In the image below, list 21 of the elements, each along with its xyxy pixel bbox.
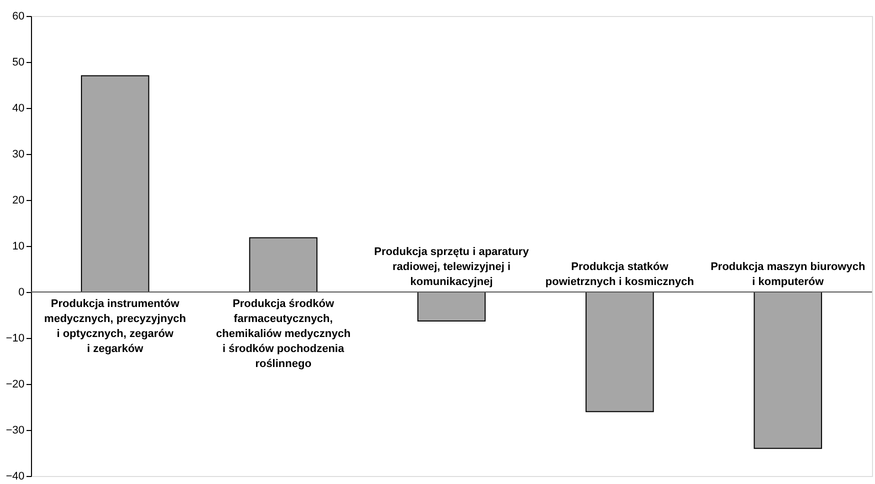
y-tick-label: 20 <box>12 194 24 206</box>
y-tick-label: 60 <box>12 10 24 22</box>
x-tick-label: Produkcja maszyn biurowych i komputerów <box>710 261 866 288</box>
y-tick-label: 0 <box>18 286 24 298</box>
x-tick-label: Produkcja sprzętu i aparatury radiowej, telewizyjnej i komunikacyjnej <box>374 246 530 288</box>
bar <box>417 292 486 322</box>
x-tick-label: Produkcja statków powietrznych i kosmicznych <box>545 261 694 288</box>
y-tick-label: −40 <box>6 470 24 482</box>
y-tick-label: −10 <box>6 332 24 344</box>
y-tick-label: 40 <box>12 102 24 114</box>
y-tick-label: 50 <box>12 56 24 68</box>
x-tick-label: Produkcja instrumentów medycznych, precyzyjnych i optycznych, zegarów i zegarków <box>44 298 186 355</box>
bar <box>754 292 822 449</box>
bar <box>586 292 654 412</box>
bar <box>80 75 150 292</box>
y-tick-label: −20 <box>6 378 24 390</box>
y-tick-label: 10 <box>12 240 24 252</box>
x-tick-label: Produkcja środków farmaceutycznych, chemikaliów medycznych i środków pochodzenia roślinnego <box>216 298 351 370</box>
y-tick-label: −30 <box>6 424 24 436</box>
bar <box>249 237 318 292</box>
y-tick-label: 30 <box>12 148 24 160</box>
